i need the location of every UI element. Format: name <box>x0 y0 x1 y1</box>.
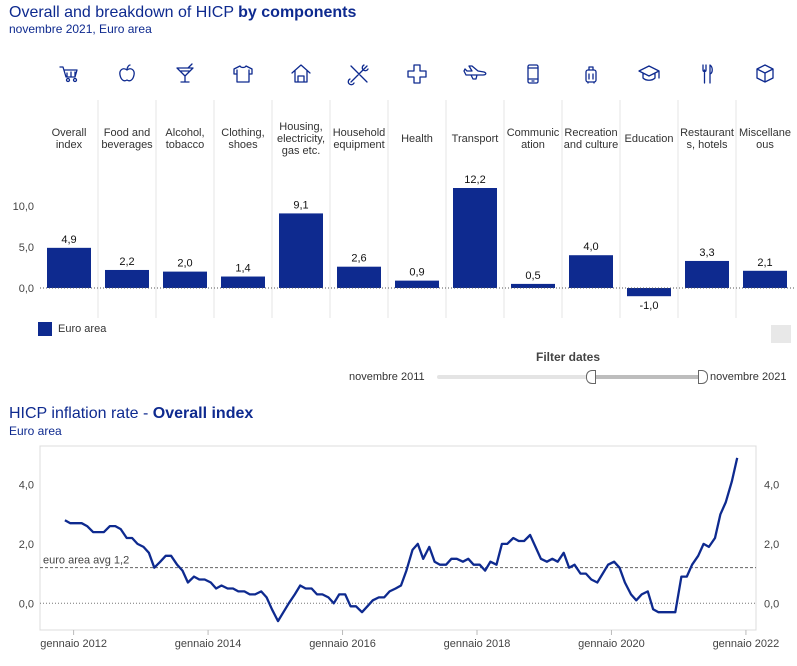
bar-value-label: 2,6 <box>351 253 366 265</box>
bar <box>685 260 729 288</box>
x-tick-label: gennaio 2018 <box>444 638 511 650</box>
category-label: gas etc. <box>282 145 321 157</box>
bar-value-label: -1,0 <box>640 300 659 312</box>
category-label: Overall <box>52 127 87 139</box>
tools-icon <box>347 64 369 86</box>
y-tick-label: 5,0 <box>19 242 34 254</box>
filter-start-date: novembre 2011 <box>349 371 425 383</box>
box-icon <box>756 64 774 83</box>
bar-value-label: 2,0 <box>177 258 192 270</box>
bar-value-label: 4,9 <box>61 234 76 246</box>
inflation-series-line <box>64 457 739 623</box>
bar-value-label: 0,5 <box>525 270 540 282</box>
category-label: beverages <box>101 139 153 151</box>
category-label: equipment <box>333 139 384 151</box>
legend-label: Euro area <box>58 323 107 335</box>
line-chart-title: HICP inflation rate - Overall index <box>9 405 254 422</box>
category-label: Alcohol, <box>165 127 204 139</box>
y-tick-label-left: 0,0 <box>19 598 34 610</box>
bar <box>105 269 149 288</box>
bar <box>279 213 323 288</box>
plot-frame <box>39 445 757 631</box>
cutlery-icon <box>702 64 713 84</box>
bar <box>221 276 265 288</box>
bar <box>511 283 555 288</box>
bar <box>47 247 91 288</box>
x-tick-label: gennaio 2012 <box>40 638 107 650</box>
date-slider-start-handle[interactable] <box>586 370 596 384</box>
category-label: tobacco <box>166 139 205 151</box>
x-tick-label: gennaio 2016 <box>309 638 376 650</box>
export-button[interactable] <box>771 325 791 343</box>
date-slider-track[interactable] <box>437 375 705 379</box>
cart-icon <box>59 66 78 83</box>
line-chart-subtitle: Euro area <box>9 424 62 438</box>
bar <box>743 270 787 288</box>
category-label: Health <box>401 133 433 145</box>
bar <box>163 271 207 288</box>
bar-value-label: 2,2 <box>119 256 134 268</box>
category-label: electricity, <box>277 133 325 145</box>
category-label: Household <box>333 127 386 139</box>
category-label: Miscellane <box>739 127 791 139</box>
y-tick-label-right: 0,0 <box>764 598 779 610</box>
cocktail-icon <box>176 63 194 83</box>
date-slider-range <box>590 375 704 379</box>
legend[interactable]: Euro area <box>38 322 106 336</box>
category-label: Recreation <box>564 127 617 139</box>
phone-icon <box>527 64 539 84</box>
y-tick-label: 10,0 <box>13 201 34 213</box>
graduation-cap-icon <box>638 65 660 81</box>
bar <box>569 255 613 288</box>
bar <box>337 266 381 288</box>
bar-value-label: 1,4 <box>235 263 250 275</box>
chart-subtitle: novembre 2021, Euro area <box>9 22 152 36</box>
chart-title: Overall and breakdown of HICP by compone… <box>9 4 357 21</box>
average-line-label: euro area avg 1,2 <box>43 555 129 567</box>
x-tick-label: gennaio 2014 <box>175 638 242 650</box>
health-cross-icon <box>407 64 427 84</box>
y-tick-label-left: 2,0 <box>19 539 34 551</box>
category-label: Restaurant <box>680 127 734 139</box>
category-label: Communic <box>507 127 560 139</box>
bar-value-label: 12,2 <box>464 174 485 186</box>
bar <box>395 280 439 288</box>
filter-dates-label: Filter dates <box>536 350 601 364</box>
y-tick-label-right: 2,0 <box>764 539 779 551</box>
category-label: s, hotels <box>687 139 728 151</box>
x-tick-label: gennaio 2022 <box>713 638 780 650</box>
x-tick-label: gennaio 2020 <box>578 638 645 650</box>
shirt-icon <box>233 65 253 83</box>
bar <box>627 288 671 297</box>
airplane-icon <box>463 65 487 80</box>
bar-value-label: 2,1 <box>757 257 772 269</box>
legend-swatch <box>38 322 52 336</box>
category-label: ous <box>756 139 774 151</box>
house-icon <box>291 64 311 83</box>
bar-value-label: 3,3 <box>699 247 714 259</box>
category-label: Transport <box>452 133 499 145</box>
bar <box>453 188 497 288</box>
line-chart: 0,0 0,0 2,0 2,0 4,0 4,0 gennaio 2012 gennaio 20… <box>19 445 780 650</box>
category-label: Clothing, <box>221 127 264 139</box>
category-label: Food and <box>104 127 150 139</box>
bar-value-label: 4,0 <box>583 241 598 253</box>
category-label: ation <box>521 139 545 151</box>
y-tick-label-right: 4,0 <box>764 480 779 492</box>
bar-value-label: 9,1 <box>293 199 308 211</box>
y-tick-label: 0,0 <box>19 283 34 295</box>
date-slider-end-handle[interactable] <box>698 370 708 384</box>
category-label: and culture <box>564 139 618 151</box>
bar-value-label: 0,9 <box>409 267 424 279</box>
category-label: Housing, <box>279 121 322 133</box>
filter-end-date: novembre 2021 <box>710 371 787 383</box>
luggage-icon <box>585 66 597 84</box>
category-label: shoes <box>228 139 258 151</box>
category-label: Education <box>625 133 674 145</box>
y-tick-label-left: 4,0 <box>19 480 34 492</box>
category-label: index <box>56 139 83 151</box>
apple-icon <box>119 64 135 82</box>
